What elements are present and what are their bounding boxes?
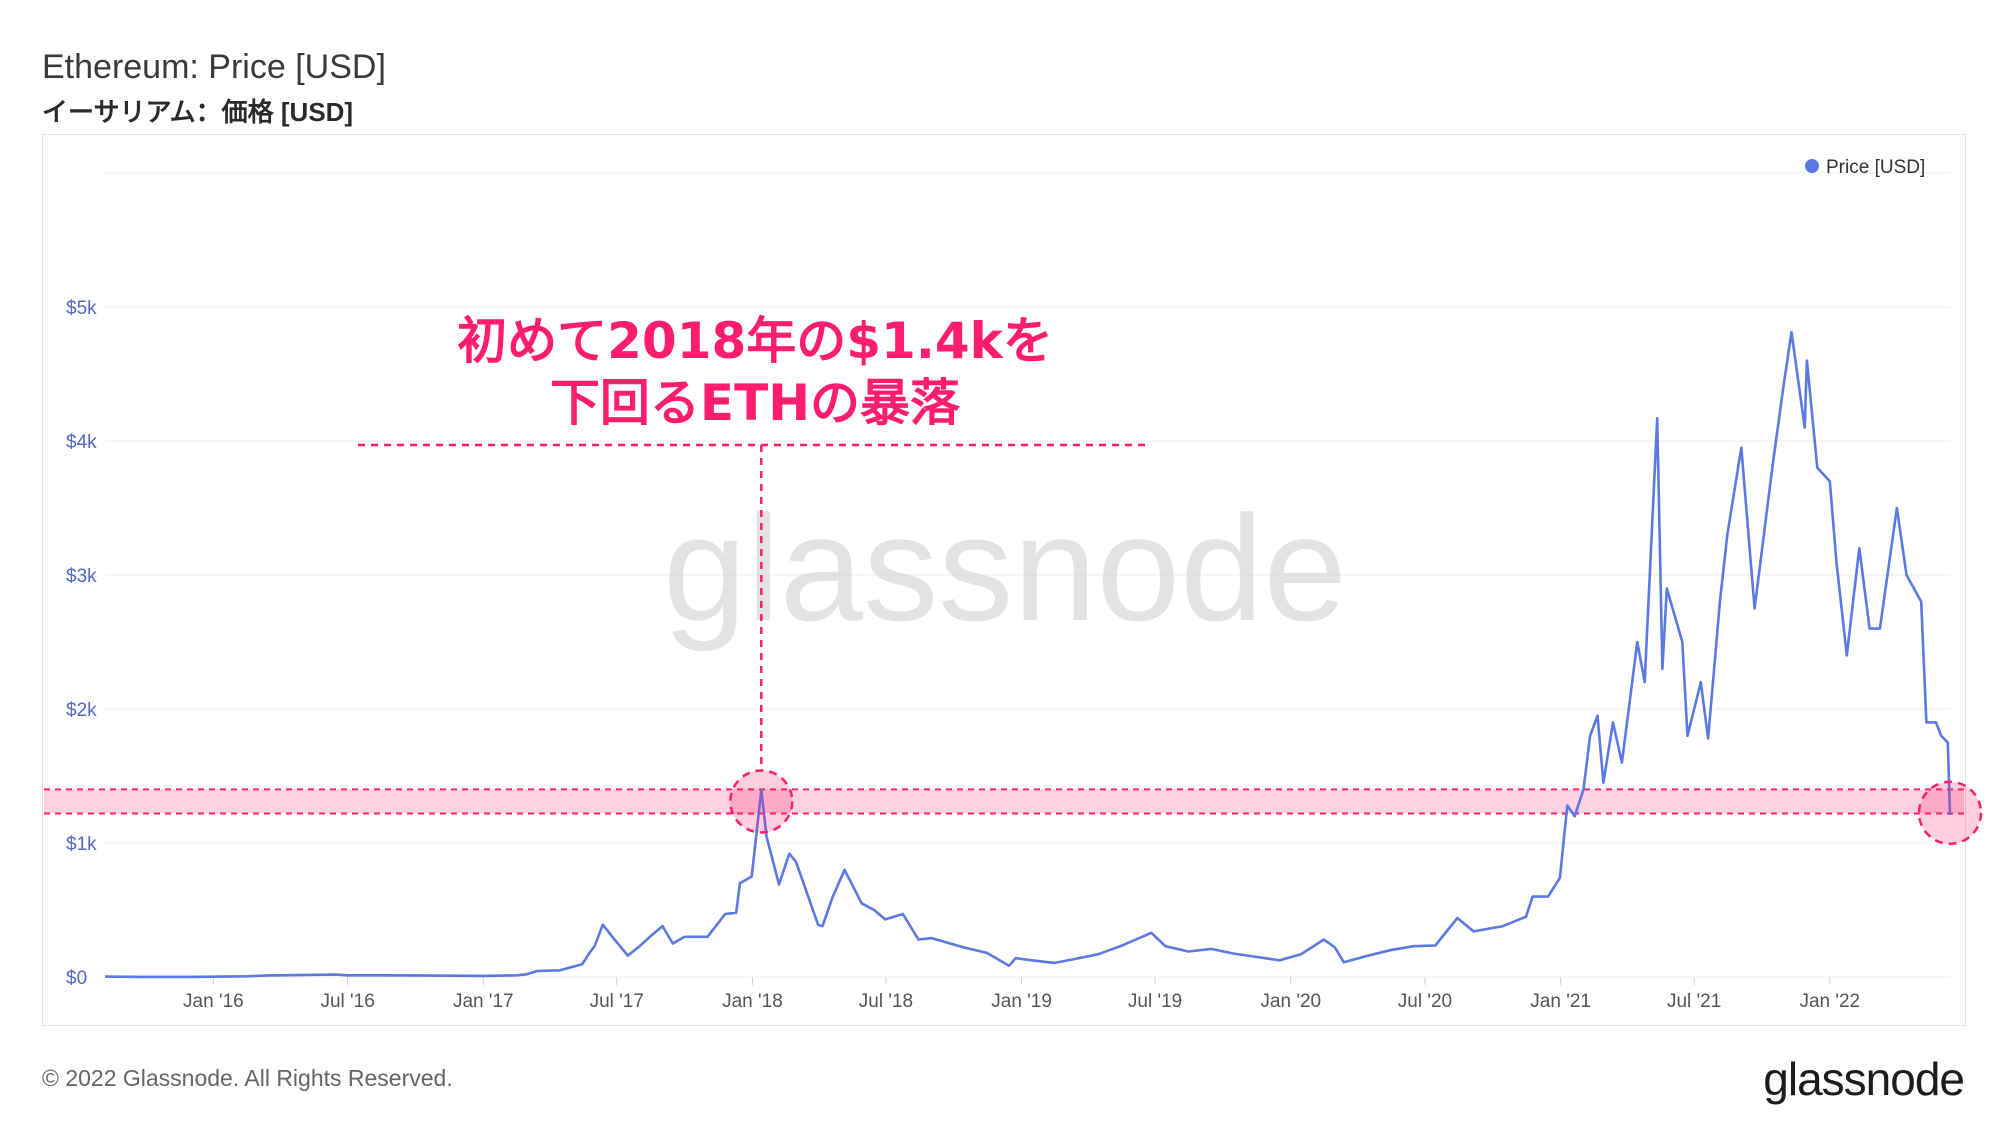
- y-axis: $0 $1k $2k $3k $4k $5k: [66, 298, 97, 989]
- legend-label: Price [USD]: [1826, 157, 1925, 178]
- annotation-line-2: 下回るETHの暴落: [550, 374, 961, 432]
- price-band-layer: [44, 788, 1964, 815]
- glassnode-logo: glassnode: [1763, 1053, 1965, 1105]
- legend-marker: [1805, 159, 1819, 173]
- x-tick-label-10: Jan '21: [1530, 991, 1591, 1012]
- x-tick-label-2: Jan '17: [453, 991, 514, 1012]
- x-tick-label-3: Jul '17: [590, 991, 644, 1012]
- price-band: [44, 789, 1964, 814]
- x-tick-label-9: Jul '20: [1398, 991, 1452, 1012]
- highlight-circle-2022: [1917, 780, 1983, 846]
- watermark: glassnode: [663, 484, 1347, 652]
- x-tick-label-8: Jan '20: [1260, 991, 1321, 1012]
- highlight-circle-2018: [729, 769, 794, 834]
- x-tick-label-12: Jan '22: [1799, 991, 1860, 1012]
- x-tick-label-4: Jan '18: [722, 991, 783, 1012]
- y-tick-label-4: $4k: [66, 432, 97, 453]
- x-tick-label-7: Jul '19: [1128, 991, 1182, 1012]
- x-tick-label-6: Jan '19: [991, 991, 1052, 1012]
- copyright-text: © 2022 Glassnode. All Rights Reserved.: [42, 1065, 453, 1091]
- legend: Price [USD]: [1805, 157, 1925, 178]
- chart-subtitle: イーサリアム：価格 [USD]: [42, 97, 354, 127]
- chart-frame: [42, 134, 1966, 1026]
- price-series-line: [104, 330, 1952, 979]
- grid-lines: [105, 172, 1950, 978]
- y-tick-label-0: $0: [66, 968, 87, 989]
- annotation-line-1: 初めて2018年の$1.4kを: [457, 312, 1053, 370]
- y-tick-label-5: $5k: [66, 298, 97, 319]
- x-tick-label-0: Jan '16: [183, 991, 244, 1012]
- x-tick-label-1: Jul '16: [320, 991, 374, 1012]
- x-axis: Jan '16 Jul '16 Jan '17 Jul '17 Jan '18 Jul '…: [183, 977, 1860, 1012]
- x-tick-label-11: Jul '21: [1667, 991, 1721, 1012]
- y-tick-label-1: $1k: [66, 834, 97, 855]
- chart-title: Ethereum: Price [USD]: [42, 48, 386, 86]
- y-tick-label-3: $3k: [66, 566, 97, 587]
- x-tick-label-5: Jul '18: [859, 991, 913, 1012]
- y-tick-label-2: $2k: [66, 700, 97, 721]
